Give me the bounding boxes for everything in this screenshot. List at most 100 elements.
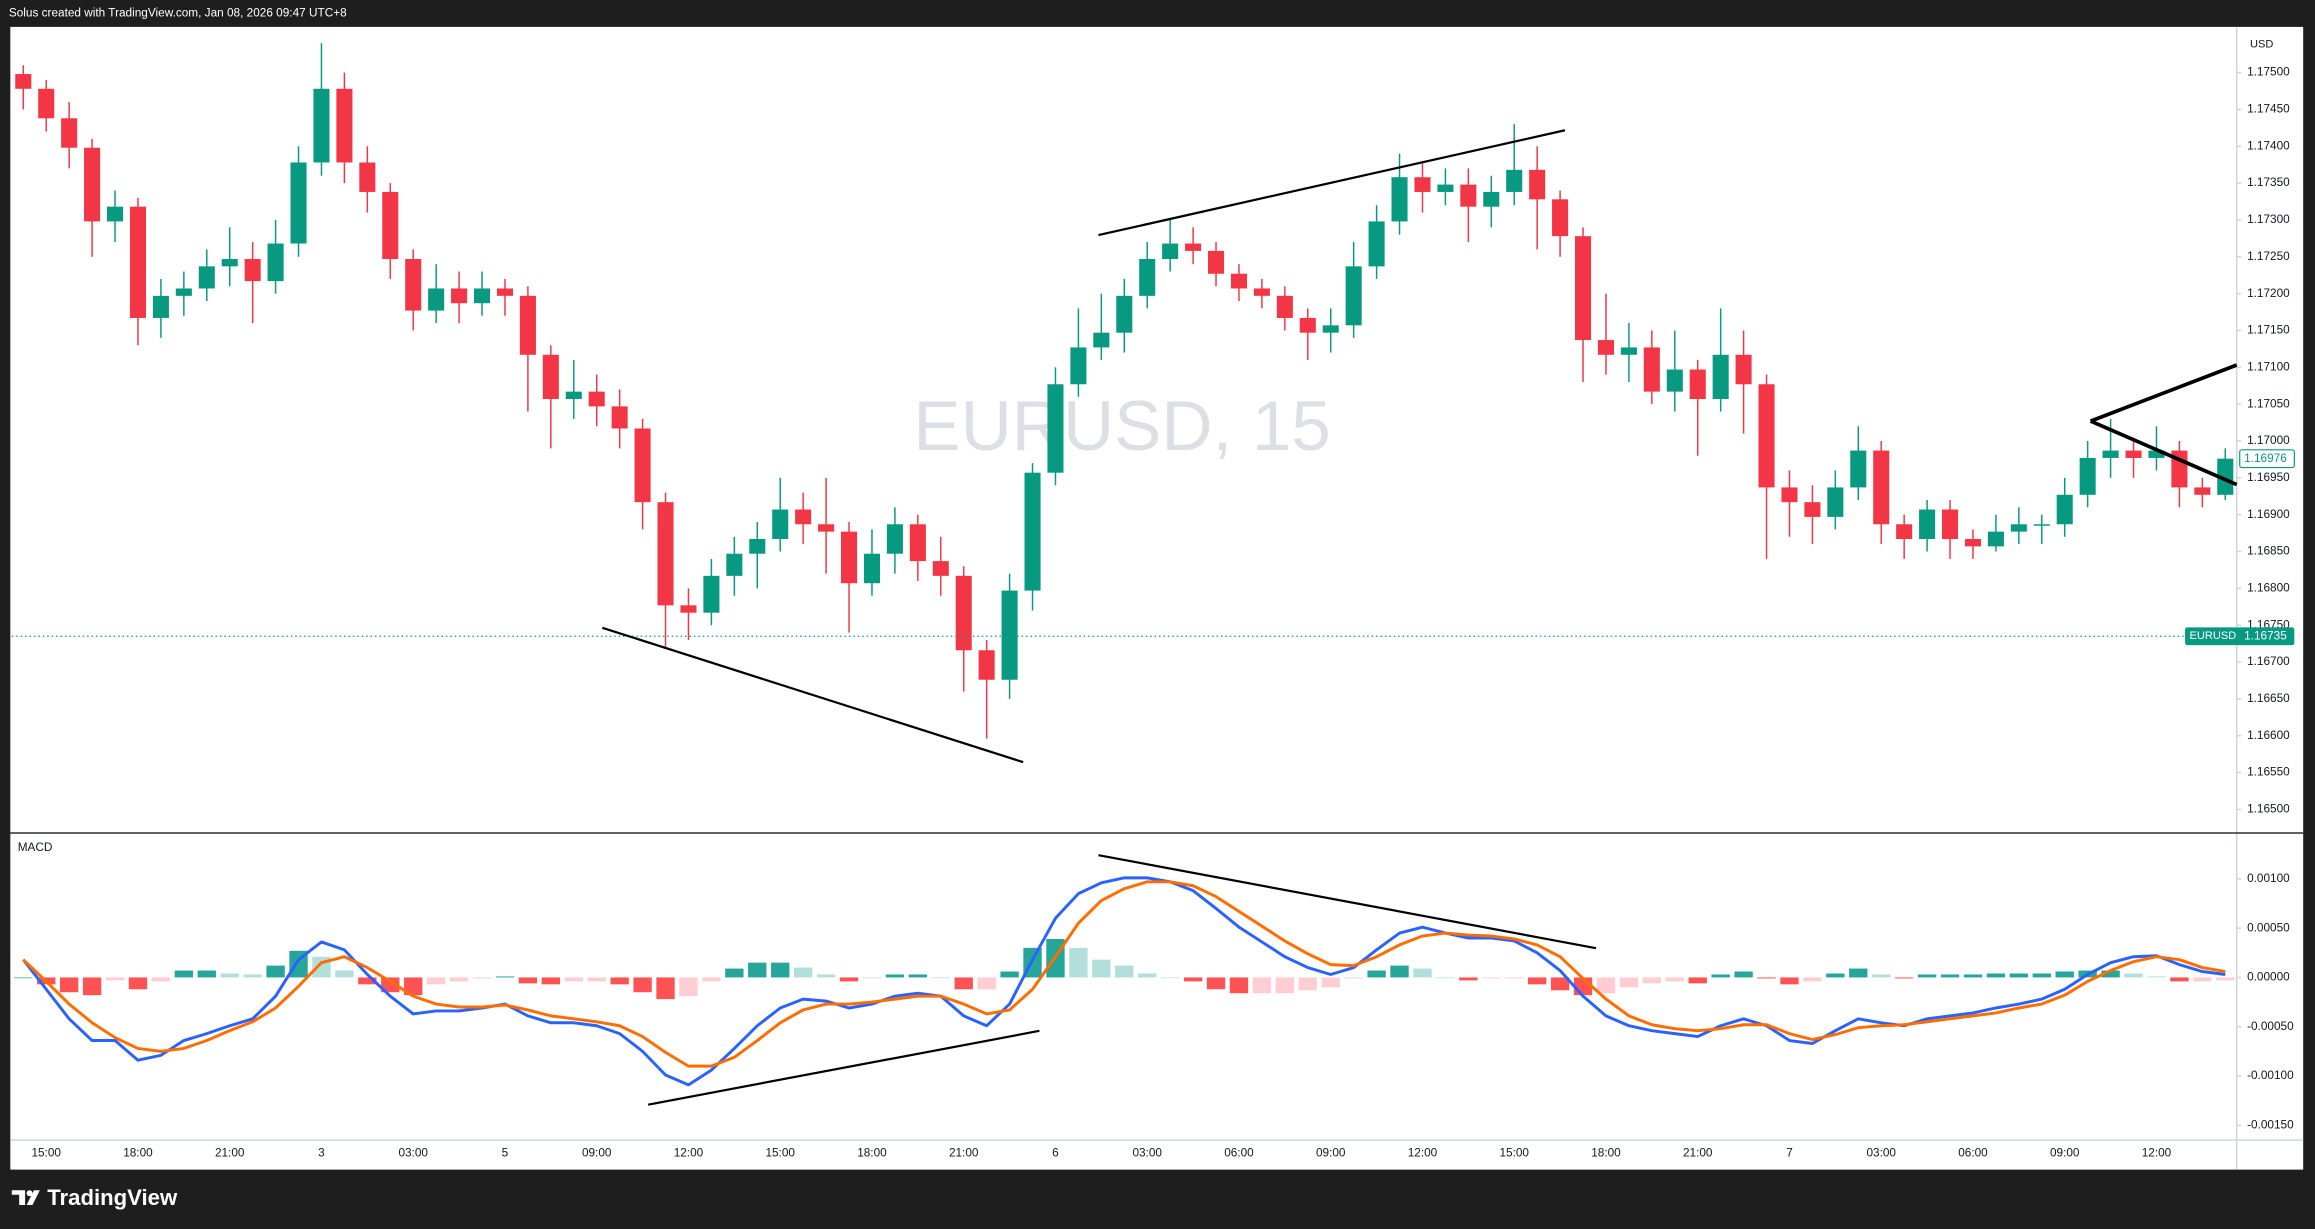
x-tick-label: 03:00 [1132, 1146, 1162, 1160]
candle-body [2148, 450, 2165, 458]
histogram-bar [1711, 974, 1730, 978]
histogram-bar [1138, 973, 1157, 978]
candle-body [244, 258, 261, 282]
histogram-bar [2216, 977, 2235, 981]
candle-body [1437, 184, 1454, 192]
candle-body [1024, 472, 1041, 591]
y-tick-label: 1.17250 [2247, 249, 2290, 263]
x-tick-label: 12:00 [1408, 1146, 1438, 1160]
candle-body [1850, 450, 1867, 488]
histogram-bar [1413, 968, 1432, 978]
candle-body [198, 266, 215, 289]
candle-body [474, 288, 491, 304]
x-tick-label: 06:00 [1958, 1146, 1988, 1160]
candle-body [84, 147, 101, 222]
candle-body [886, 524, 903, 554]
y-tick-label: 1.16950 [2247, 470, 2290, 484]
x-tick-label: 21:00 [949, 1146, 979, 1160]
histogram-bar [702, 977, 721, 982]
y-tick-label: 1.16650 [2247, 691, 2290, 705]
histogram-bar [1665, 977, 1684, 982]
histogram-bar [908, 974, 928, 978]
candle-body [496, 288, 513, 296]
candle-body [221, 258, 238, 267]
y-tick-label: 1.16600 [2247, 728, 2290, 742]
candle-body [1322, 325, 1339, 333]
candle-body [749, 539, 766, 554]
candle-body [1116, 295, 1133, 333]
candle-body [2217, 458, 2234, 495]
histogram-bar [541, 977, 561, 985]
histogram-bar [174, 970, 194, 978]
x-tick-label: 21:00 [215, 1146, 245, 1160]
candle-body [1253, 288, 1270, 296]
histogram-bar [151, 977, 171, 982]
logo-dot [26, 1190, 33, 1197]
y-tick-label: 1.16500 [2247, 802, 2290, 816]
histogram-bar [358, 977, 377, 985]
histogram-bar [1757, 977, 1776, 979]
candle-body [1460, 184, 1477, 207]
x-tick-label: 03:00 [1866, 1146, 1896, 1160]
candle-body [703, 575, 720, 613]
x-tick-label: 18:00 [123, 1146, 153, 1160]
y-tick-label: 1.17300 [2247, 212, 2290, 226]
y-tick-label: 1.16900 [2247, 507, 2290, 521]
candle-body [565, 391, 582, 400]
candle-body [1070, 347, 1087, 385]
x-tick-label: 18:00 [1591, 1146, 1621, 1160]
histogram-bar [1229, 977, 1249, 994]
histogram-bar [1482, 977, 1501, 979]
last-price-box [2239, 449, 2295, 469]
candle-body [909, 524, 926, 562]
candle-body [1001, 590, 1018, 680]
y-tick-label: 0.00000 [2247, 970, 2290, 984]
histogram-bar [2032, 973, 2051, 978]
histogram-bar [1734, 971, 1753, 978]
candle-body [932, 561, 949, 576]
histogram-bar [839, 977, 859, 982]
x-tick-label: 09:00 [2050, 1146, 2080, 1160]
histogram-bar [1321, 977, 1340, 988]
histogram-bar [2055, 971, 2074, 978]
histogram-bar [1390, 965, 1409, 978]
y-tick-label: 1.17050 [2247, 396, 2290, 410]
candle-body [1162, 243, 1179, 259]
y-tick-label: -0.00050 [2247, 1019, 2294, 1033]
candle-body [818, 524, 835, 532]
y-tick-label: 1.16800 [2247, 580, 2290, 594]
histogram-bar [335, 970, 354, 978]
candle-body [2033, 524, 2050, 526]
candle-body [1896, 524, 1913, 540]
histogram-bar [1826, 973, 1845, 978]
candle-body [61, 118, 78, 148]
trend-line [647, 1029, 1040, 1106]
trend-line [602, 626, 1024, 764]
histogram-bar [1688, 977, 1707, 984]
histogram-bar [1000, 971, 1019, 978]
candle-body [1804, 502, 1821, 517]
candle-body [1139, 258, 1156, 296]
candle-body [519, 295, 536, 355]
y-tick-label: 1.17450 [2247, 102, 2290, 116]
candle-body [841, 531, 858, 584]
histogram-bar [679, 977, 698, 997]
histogram-bar [1642, 977, 1662, 984]
y-tick-label: 1.17400 [2247, 138, 2290, 152]
candle-body [1758, 384, 1775, 488]
y-tick-label: 0.00100 [2247, 871, 2290, 885]
candle-body [1712, 354, 1729, 400]
x-tick-label: 12:00 [2142, 1146, 2172, 1160]
candle-body [313, 88, 330, 163]
candle-body [1299, 317, 1316, 333]
candle-body [107, 206, 124, 222]
candle-body [955, 575, 972, 651]
histogram-bar [656, 977, 675, 1000]
x-tick-label: 15:00 [1499, 1146, 1529, 1160]
candle-body [657, 502, 674, 606]
candle-body [1964, 539, 1981, 547]
y-tick-label: 1.17100 [2247, 359, 2290, 373]
histogram-bar [977, 977, 996, 990]
